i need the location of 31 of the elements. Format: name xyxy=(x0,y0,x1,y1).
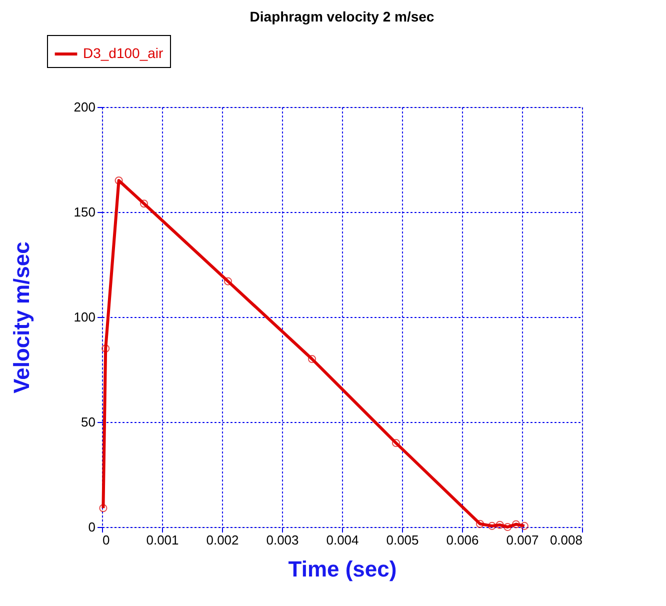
point xyxy=(488,522,496,530)
x-tick-label: 0.002 xyxy=(206,532,239,548)
point xyxy=(102,344,110,353)
y-axis-title: Velocity m/sec xyxy=(8,242,34,394)
point xyxy=(392,438,400,448)
x-tick-label: 0.003 xyxy=(266,532,299,548)
y-tick-label: 200 xyxy=(74,100,96,114)
point xyxy=(224,277,232,286)
y-tick-label: 50 xyxy=(81,414,96,430)
y-tick-label: 150 xyxy=(74,204,96,220)
y-tick-label: 0 xyxy=(88,520,96,534)
point xyxy=(99,504,108,512)
y-tick-label: 100 xyxy=(74,310,96,324)
point xyxy=(496,520,504,529)
point xyxy=(512,520,520,528)
x-tick-label: 0.006 xyxy=(446,532,479,548)
x-tick-label: 0.008 xyxy=(550,532,582,548)
point xyxy=(114,176,123,185)
x-axis-title: Time (sec) xyxy=(288,556,397,582)
x-tick-label: 0.005 xyxy=(386,532,419,548)
x-tick-label: 0.007 xyxy=(506,532,539,548)
point xyxy=(504,522,512,532)
x-tick-label: 0.004 xyxy=(326,532,359,548)
legend-label: D3_d100_air xyxy=(83,45,164,61)
point xyxy=(308,354,316,364)
chart-title: Diaphragm velocity 2 m/sec xyxy=(250,8,434,24)
x-tick-label: 0.001 xyxy=(146,532,179,548)
point xyxy=(140,200,148,208)
x-tick-label: 0 xyxy=(102,532,110,548)
point xyxy=(476,520,484,528)
point xyxy=(520,522,528,530)
